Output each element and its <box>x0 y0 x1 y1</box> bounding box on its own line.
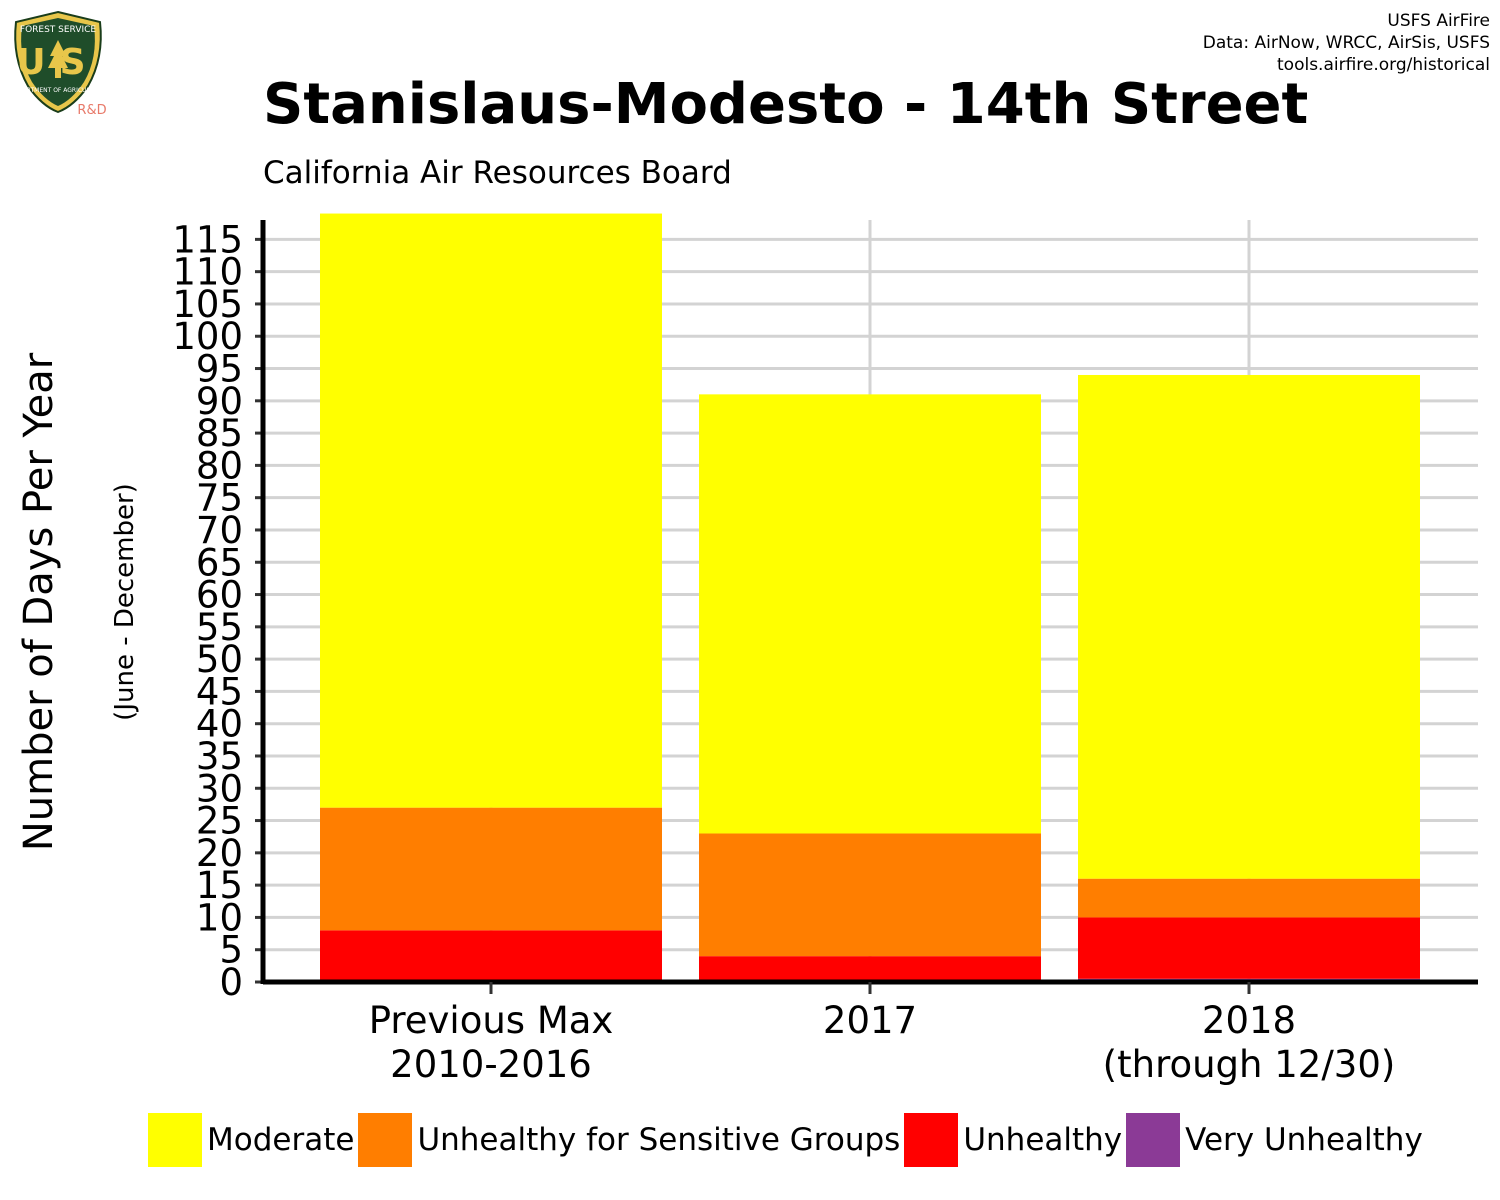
y-tick-label: 25 <box>196 800 243 843</box>
bar-segment <box>699 833 1041 957</box>
y-tick-label: 85 <box>196 412 243 455</box>
y-tick-label: 5 <box>219 929 243 972</box>
y-tick-label: 65 <box>196 541 243 584</box>
y-tick-label: 105 <box>172 283 243 326</box>
bar-segment <box>1078 878 1420 918</box>
credit-line: USFS AirFire <box>1387 11 1490 31</box>
y-tick-label: 95 <box>196 348 243 391</box>
x-tick-label: 2010-2016 <box>390 1043 592 1086</box>
x-tick-label: 2018 <box>1202 999 1296 1042</box>
y-tick-label: 15 <box>196 864 243 907</box>
logo-badge: R&D <box>77 103 106 118</box>
legend-label: Unhealthy <box>963 1122 1123 1158</box>
chart-title: Stanislaus-Modesto - 14th Street <box>263 72 1309 137</box>
y-tick-label: 110 <box>172 251 243 294</box>
bar-segment <box>699 956 1041 982</box>
bar-segment <box>320 807 662 931</box>
legend-swatch <box>148 1113 202 1167</box>
bar-segment <box>1078 917 1420 979</box>
legend-label: Moderate <box>207 1122 355 1158</box>
logo-bottom-text: DEPARTMENT OF AGRICULTURE <box>11 87 105 94</box>
y-tick-label: 115 <box>172 218 243 261</box>
y-tick-label: 50 <box>196 638 243 681</box>
bar-chart: 0510152025303540455055606570758085909510… <box>16 213 1478 1086</box>
legend-swatch <box>358 1113 413 1167</box>
credits: USFS AirFire Data: AirNow, WRCC, AirSis,… <box>1203 10 1490 76</box>
y-tick-label: 80 <box>196 444 243 487</box>
y-tick-label: 30 <box>196 767 243 810</box>
x-tick-label: Previous Max <box>369 999 614 1042</box>
bar-segment <box>320 213 662 808</box>
y-tick-label: 60 <box>196 574 243 617</box>
bar-segment <box>320 930 662 982</box>
y-tick-label: 40 <box>196 703 243 746</box>
forest-service-logo: FOREST SERVICE US DEPARTMENT OF AGRICULT… <box>11 10 107 118</box>
tree-icon <box>48 40 68 78</box>
legend-swatch <box>904 1113 959 1167</box>
y-tick-label: 70 <box>196 509 243 552</box>
credit-line: tools.airfire.org/historical <box>1277 55 1490 75</box>
y-tick-label: 100 <box>172 315 243 358</box>
y-tick-label: 0 <box>219 961 243 1004</box>
bar-segment <box>1078 374 1420 879</box>
chart-subtitle: California Air Resources Board <box>263 155 732 191</box>
legend-label: Unhealthy for Sensitive Groups <box>417 1122 901 1158</box>
x-tick-label: 2017 <box>823 999 917 1042</box>
x-tick-label: (through 12/30) <box>1103 1043 1396 1086</box>
y-axis-label: Number of Days Per Year <box>16 352 62 851</box>
y-axis-sublabel: (June - December) <box>110 483 140 721</box>
credit-line: Data: AirNow, WRCC, AirSis, USFS <box>1202 33 1490 53</box>
legend-item: Unhealthy for Sensitive Groups <box>358 1113 900 1167</box>
legend-item: Very Unhealthy <box>1126 1113 1423 1167</box>
y-tick-label: 45 <box>196 670 243 713</box>
bar-segment <box>699 394 1041 834</box>
y-tick-label: 90 <box>196 380 243 423</box>
legend-item: Moderate <box>148 1113 354 1167</box>
legend-swatch <box>1126 1113 1181 1167</box>
legend-label: Very Unhealthy <box>1185 1122 1423 1158</box>
legend: Moderate Unhealthy for Sensitive Groups Un… <box>148 1112 1427 1168</box>
logo-top-text: FOREST SERVICE <box>20 25 97 35</box>
y-tick-label: 75 <box>196 477 243 520</box>
bars <box>320 213 1420 982</box>
y-tick-label: 10 <box>196 896 243 939</box>
y-tick-labels: 0510152025303540455055606570758085909510… <box>172 218 243 1004</box>
y-tick-label: 20 <box>196 832 243 875</box>
y-tick-label: 55 <box>196 606 243 649</box>
axes <box>255 220 1478 994</box>
y-tick-label: 35 <box>196 735 243 778</box>
legend-item: Unhealthy <box>904 1113 1122 1167</box>
